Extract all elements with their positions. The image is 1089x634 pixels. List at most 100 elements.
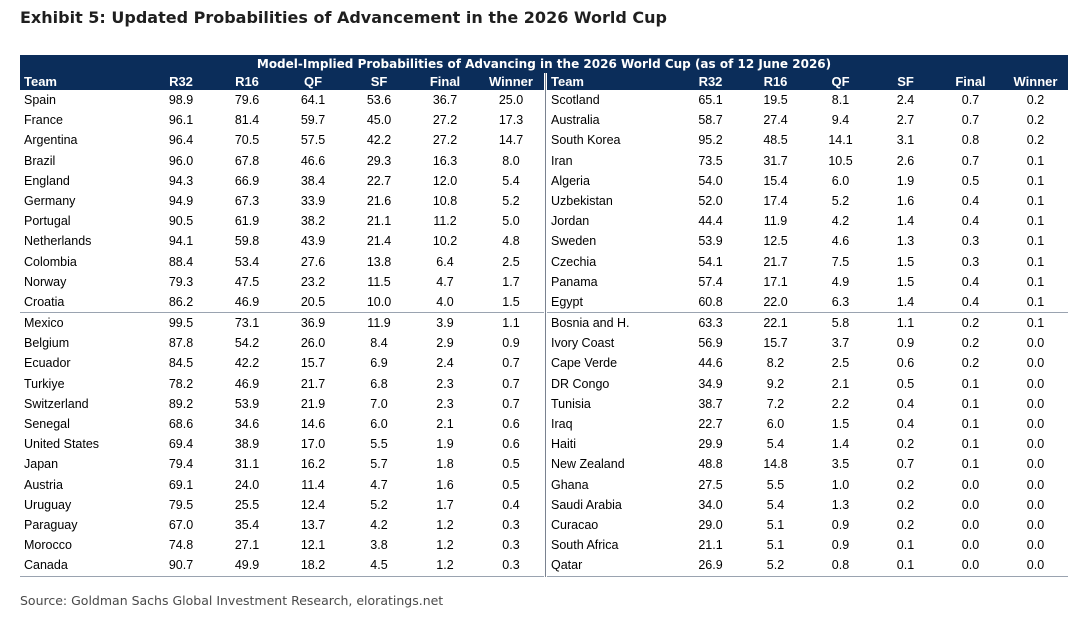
team-name: Algeria	[551, 173, 590, 188]
prob-final: 12.0	[432, 173, 458, 188]
prob-sf: 45.0	[366, 113, 392, 128]
prob-r16: 48.5	[763, 133, 788, 148]
table-row: Japan 79.4 31.1 16.2 5.7 1.8 0.5	[20, 454, 544, 474]
prob-r32: 56.9	[698, 336, 723, 351]
prob-winner: 0.0	[1026, 336, 1045, 351]
prob-final: 0.7	[961, 93, 980, 107]
prob-r16: 19.5	[763, 93, 788, 107]
table-row: Sweden 53.9 12.5 4.6 1.3 0.3 0.1	[547, 231, 1068, 251]
prob-winner: 1.1	[502, 316, 520, 331]
prob-qf: 1.0	[831, 477, 850, 492]
prob-r32: 44.4	[698, 214, 723, 229]
prob-qf: 15.7	[300, 356, 326, 371]
table-row: Iran 73.5 31.7 10.5 2.6 0.7 0.1	[547, 151, 1068, 171]
prob-final: 0.4	[961, 214, 980, 229]
prob-winner: 0.0	[1026, 457, 1045, 472]
prob-qf: 1.4	[831, 437, 850, 452]
prob-winner: 0.2	[1026, 93, 1045, 107]
team-name: Tunisia	[551, 396, 591, 411]
prob-winner: 0.9	[502, 336, 520, 351]
table-row: South Africa 21.1 5.1 0.9 0.1 0.0 0.0	[547, 535, 1068, 555]
prob-sf: 0.1	[896, 558, 915, 573]
prob-r16: 34.6	[234, 417, 260, 431]
prob-sf: 5.2	[370, 497, 388, 512]
team-name: Australia	[551, 113, 600, 128]
column-divider	[545, 73, 546, 577]
table-row: England 94.3 66.9 38.4 22.7 12.0 5.4	[20, 171, 544, 191]
prob-winner: 0.2	[1026, 133, 1045, 148]
column-header-team: Team	[551, 74, 584, 89]
column-header-sf: SF	[370, 74, 388, 89]
table-row: Qatar 26.9 5.2 0.8 0.1 0.0 0.0	[547, 555, 1068, 577]
team-name: Ivory Coast	[551, 336, 615, 351]
prob-qf: 9.4	[831, 113, 850, 128]
prob-final: 0.1	[961, 457, 980, 472]
prob-final: 1.6	[436, 477, 454, 492]
prob-qf: 21.7	[300, 376, 326, 391]
prob-final: 0.0	[961, 497, 980, 512]
prob-sf: 6.9	[370, 356, 388, 371]
table-row: Jordan 44.4 11.9 4.2 1.4 0.4 0.1	[547, 211, 1068, 231]
prob-winner: 0.1	[1026, 234, 1045, 249]
prob-winner: 5.2	[502, 193, 520, 208]
prob-final: 1.7	[436, 497, 454, 512]
prob-winner: 0.7	[502, 376, 520, 391]
prob-sf: 1.1	[896, 316, 915, 331]
prob-final: 0.2	[961, 356, 980, 371]
team-name: Austria	[24, 477, 63, 492]
table-row: Ivory Coast 56.9 15.7 3.7 0.9 0.2 0.0	[547, 333, 1068, 353]
prob-winner: 0.1	[1026, 274, 1045, 289]
prob-r32: 79.3	[168, 274, 194, 289]
prob-final: 1.9	[436, 437, 454, 452]
prob-final: 4.7	[436, 274, 454, 289]
prob-sf: 29.3	[366, 153, 392, 168]
prob-winner: 17.3	[498, 113, 524, 128]
prob-final: 0.7	[961, 113, 980, 128]
prob-sf: 21.4	[366, 234, 392, 249]
prob-sf: 21.6	[366, 193, 392, 208]
team-name: Turkiye	[24, 376, 65, 391]
table-row: Scotland 65.1 19.5 8.1 2.4 0.7 0.2	[547, 90, 1068, 110]
prob-final: 2.1	[436, 417, 454, 431]
table-row: Iraq 22.7 6.0 1.5 0.4 0.1 0.0	[547, 414, 1068, 434]
team-name: Cape Verde	[551, 356, 618, 371]
prob-final: 0.3	[961, 254, 980, 269]
prob-sf: 0.9	[896, 336, 915, 351]
team-name: Paraguay	[24, 517, 78, 532]
right-header-row: Team R32 R16 QF SF Final Winner	[547, 73, 1068, 90]
prob-final: 0.1	[961, 437, 980, 452]
prob-sf: 2.7	[896, 113, 915, 128]
prob-sf: 11.9	[367, 316, 391, 331]
prob-r16: 17.4	[763, 193, 788, 208]
team-name: Jordan	[551, 214, 590, 229]
team-name: Czechia	[551, 254, 597, 269]
prob-qf: 1.3	[831, 497, 850, 512]
table-row: Morocco 74.8 27.1 12.1 3.8 1.2 0.3	[20, 535, 544, 555]
prob-r16: 79.6	[234, 93, 260, 107]
table-row: New Zealand 48.8 14.8 3.5 0.7 0.1 0.0	[547, 454, 1068, 474]
prob-r16: 47.5	[234, 274, 260, 289]
prob-sf: 13.8	[366, 254, 392, 269]
prob-final: 0.4	[961, 294, 980, 309]
prob-final: 1.2	[436, 538, 454, 553]
prob-r16: 31.7	[763, 153, 788, 168]
prob-winner: 0.0	[1026, 558, 1045, 573]
prob-qf: 6.3	[831, 294, 850, 309]
team-name: Egypt	[551, 294, 583, 309]
prob-winner: 4.8	[502, 234, 520, 249]
prob-final: 2.3	[436, 376, 454, 391]
prob-sf: 0.2	[896, 517, 915, 532]
prob-r16: 67.3	[234, 193, 260, 208]
table-row: Portugal 90.5 61.9 38.2 21.1 11.2 5.0	[20, 211, 544, 231]
prob-final: 3.9	[436, 316, 454, 331]
table-left-half: Team R32 R16 QF SF Final Winner Spain 98.9 79.6 64…	[20, 73, 544, 577]
prob-winner: 0.2	[1026, 113, 1045, 128]
prob-qf: 26.0	[300, 336, 326, 351]
prob-r32: 54.0	[698, 173, 723, 188]
prob-qf: 18.2	[300, 558, 326, 573]
prob-qf: 1.5	[831, 417, 850, 431]
team-name: Ecuador	[24, 356, 71, 371]
prob-r32: 86.2	[168, 294, 194, 309]
prob-r16: 59.8	[234, 234, 260, 249]
prob-qf: 59.7	[300, 113, 326, 128]
